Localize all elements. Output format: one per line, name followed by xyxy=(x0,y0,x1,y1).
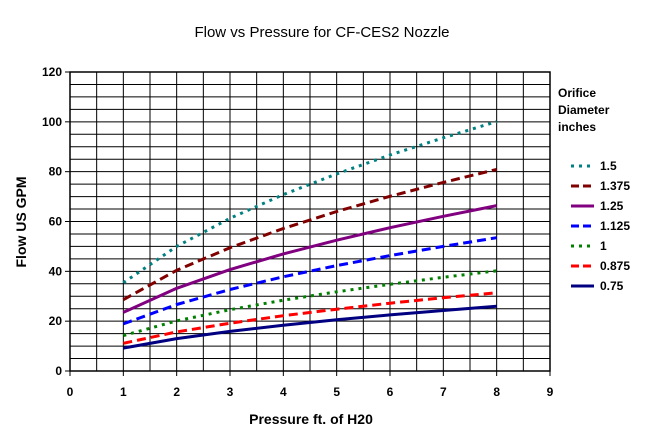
series-line-1_25 xyxy=(122,204,497,314)
legend-title-line: Diameter xyxy=(558,103,610,117)
y-tick-label: 120 xyxy=(42,65,62,79)
y-tick-label: 100 xyxy=(42,115,62,129)
y-tick-label: 40 xyxy=(49,264,63,278)
legend-label: 0.75 xyxy=(600,279,624,293)
legend-label: 1.125 xyxy=(600,219,630,233)
y-axis-label: Flow US GPM xyxy=(13,177,29,268)
legend-title-line: Orifice xyxy=(558,86,596,100)
series-line-1 xyxy=(122,269,497,338)
series-line-1_5 xyxy=(122,120,498,285)
legend-label: 1.5 xyxy=(600,159,617,173)
y-tick-label: 20 xyxy=(49,314,63,328)
x-tick-label: 7 xyxy=(440,385,447,399)
x-tick-label: 9 xyxy=(547,385,554,399)
legend-label: 0.875 xyxy=(600,259,630,273)
y-tick-label: 0 xyxy=(55,364,62,378)
y-tick-label: 60 xyxy=(49,215,63,229)
x-tick-label: 1 xyxy=(120,385,127,399)
x-tick-label: 8 xyxy=(493,385,500,399)
x-axis-label: Pressure ft. of H20 xyxy=(249,411,373,427)
grid xyxy=(70,72,550,371)
legend: Orifice Diameter inches 1.5 1.375 1.25 1.125 1 0… xyxy=(558,86,630,293)
legend-title-line: inches xyxy=(558,120,596,134)
series-line-1_375 xyxy=(122,167,498,302)
series-group xyxy=(122,120,498,350)
x-tick-label: 6 xyxy=(387,385,394,399)
chart-title: Flow vs Pressure for CF-CES2 Nozzle xyxy=(194,24,449,41)
axes: 0 20 40 60 80 100 120 0 1 2 3 4 5 6 7 8 9 xyxy=(42,65,554,399)
legend-label: 1.25 xyxy=(600,199,624,213)
legend-label: 1.375 xyxy=(600,179,630,193)
legend-label: 1 xyxy=(600,239,607,253)
y-tick-label: 80 xyxy=(49,165,63,179)
x-tick-label: 3 xyxy=(227,385,234,399)
x-tick-label: 2 xyxy=(173,385,180,399)
x-tick-label: 0 xyxy=(67,385,74,399)
series-line-0_875 xyxy=(122,291,497,345)
x-tick-label: 5 xyxy=(333,385,340,399)
x-tick-label: 4 xyxy=(280,385,287,399)
series-line-0_75 xyxy=(123,304,497,350)
